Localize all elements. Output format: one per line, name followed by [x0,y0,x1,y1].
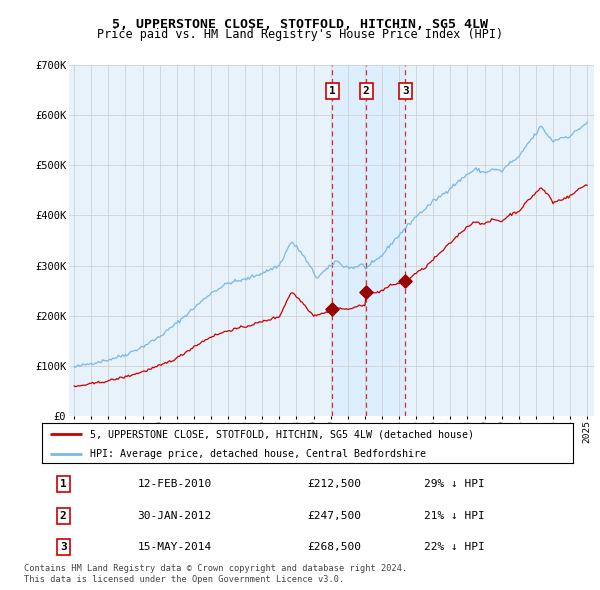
Text: Contains HM Land Registry data © Crown copyright and database right 2024.: Contains HM Land Registry data © Crown c… [24,565,407,573]
Text: 30-JAN-2012: 30-JAN-2012 [137,511,212,520]
Text: 2: 2 [60,511,67,520]
Point [401,277,410,286]
Text: 22% ↓ HPI: 22% ↓ HPI [424,542,485,552]
Text: 5, UPPERSTONE CLOSE, STOTFOLD, HITCHIN, SG5 4LW: 5, UPPERSTONE CLOSE, STOTFOLD, HITCHIN, … [112,18,488,31]
Text: 3: 3 [402,86,409,96]
Text: 1: 1 [329,86,336,96]
Text: 2: 2 [363,86,370,96]
Text: £212,500: £212,500 [308,479,361,489]
Text: Price paid vs. HM Land Registry's House Price Index (HPI): Price paid vs. HM Land Registry's House … [97,28,503,41]
Text: HPI: Average price, detached house, Central Bedfordshire: HPI: Average price, detached house, Cent… [90,450,426,460]
Text: 21% ↓ HPI: 21% ↓ HPI [424,511,485,520]
Text: This data is licensed under the Open Government Licence v3.0.: This data is licensed under the Open Gov… [24,575,344,584]
Point [361,287,371,297]
Point [328,304,337,314]
Text: 3: 3 [60,542,67,552]
Text: 5, UPPERSTONE CLOSE, STOTFOLD, HITCHIN, SG5 4LW (detached house): 5, UPPERSTONE CLOSE, STOTFOLD, HITCHIN, … [90,430,474,440]
Text: 15-MAY-2014: 15-MAY-2014 [137,542,212,552]
Text: £247,500: £247,500 [308,511,361,520]
Bar [332,65,406,416]
Text: 12-FEB-2010: 12-FEB-2010 [137,479,212,489]
Text: £268,500: £268,500 [308,542,361,552]
Text: 1: 1 [60,479,67,489]
Text: 29% ↓ HPI: 29% ↓ HPI [424,479,485,489]
